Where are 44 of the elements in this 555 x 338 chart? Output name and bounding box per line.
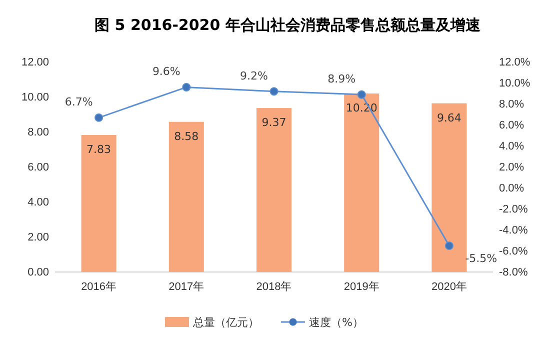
y2-tick-label: -6.0% xyxy=(499,246,528,258)
y-tick-label: 6.00 xyxy=(28,162,49,174)
y2-tick-label: -8.0% xyxy=(499,266,528,279)
y2-tick-label: 0.0% xyxy=(499,182,524,195)
y2-tick-label: 10.0% xyxy=(499,78,530,90)
point xyxy=(270,87,278,96)
y-tick-label: 2.00 xyxy=(28,232,49,244)
x-tick-label: 2020年 xyxy=(431,280,467,293)
x-tick-label: 2019年 xyxy=(344,280,380,293)
data-label: 8.58 xyxy=(174,130,199,143)
y-tick-label: 12.00 xyxy=(21,56,49,69)
y-tick-label: 8.00 xyxy=(28,126,49,139)
y2-tick-label: 2.0% xyxy=(499,162,524,174)
point xyxy=(182,82,191,92)
y2-tick-label: 6.0% xyxy=(499,120,524,132)
point xyxy=(357,90,366,99)
y2-tick-label: 4.0% xyxy=(499,140,524,153)
data-label: 8.9% xyxy=(328,72,356,86)
y-tick-label: 0.00 xyxy=(28,266,49,279)
x-tick-label: 2017年 xyxy=(168,280,204,293)
bar xyxy=(168,122,204,272)
legend-label: 总量（亿元） xyxy=(192,316,259,329)
data-label: 9.6% xyxy=(152,65,180,78)
point xyxy=(444,241,454,250)
data-label: 9.64 xyxy=(436,111,462,124)
y-tick-label: 4.00 xyxy=(28,196,49,209)
y2-tick-label: 12.0% xyxy=(499,56,530,69)
x-tick-label: 2016年 xyxy=(81,280,117,293)
data-label: 6.7% xyxy=(64,96,93,109)
y2-tick-label: 8.0% xyxy=(499,98,524,111)
y-tick-label: 10.00 xyxy=(21,92,49,104)
legend-label: 速度（%） xyxy=(309,316,364,329)
point xyxy=(94,113,104,122)
chart-title: 图 5 2016-2020 年合山社会消费品零售总额总量及增速 xyxy=(94,16,482,34)
x-tick-label: 2018年 xyxy=(256,280,292,293)
y2-tick-label: -2.0% xyxy=(499,204,528,216)
bar xyxy=(81,134,116,272)
data-label: 9.37 xyxy=(262,116,286,130)
bar xyxy=(344,94,380,272)
bar xyxy=(256,108,292,272)
bar xyxy=(432,103,467,272)
data-label: 7.83 xyxy=(86,142,112,156)
y2-tick-label: -4.0% xyxy=(499,224,528,237)
data-label: 9.2% xyxy=(240,69,268,82)
